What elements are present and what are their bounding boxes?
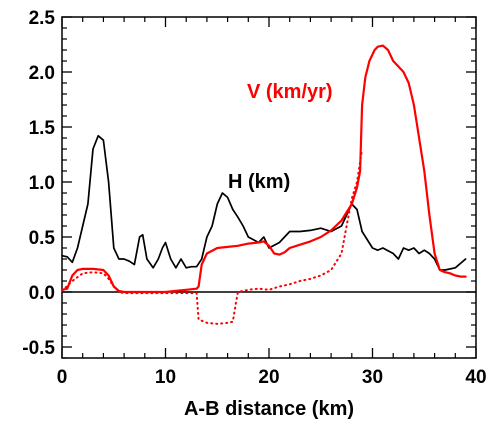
y-tick-label: 2.5 <box>29 8 56 29</box>
h-series-line <box>61 134 467 271</box>
series-lines <box>60 44 467 325</box>
x-tick-label: 40 <box>465 367 486 388</box>
v-series-label: V (km/yr) <box>247 81 333 103</box>
y-tick-label: 2.0 <box>29 63 55 84</box>
x-tick-label: 0 <box>57 367 68 388</box>
y-tick-label: 1.5 <box>29 118 56 139</box>
x-axis-title: A-B distance (km) <box>184 398 354 420</box>
axis-ticks <box>61 16 477 359</box>
x-tick-label: 30 <box>362 367 383 388</box>
y-tick-label: 1.0 <box>29 173 55 194</box>
y-tick-label: 0.0 <box>29 283 55 304</box>
x-tick-label: 10 <box>155 367 176 388</box>
y-tick-label: -0.5 <box>22 338 55 359</box>
x-tick-label: 20 <box>258 367 279 388</box>
y-tick-label: 0.5 <box>29 228 56 249</box>
x-tick-labels: 0 10 20 30 40 <box>57 367 487 388</box>
v-series-line <box>60 44 467 294</box>
h-series-label: H (km) <box>228 171 290 193</box>
v-dotted-series-line <box>61 148 364 325</box>
y-tick-labels: -0.5 0.0 0.5 1.0 1.5 2.0 2.5 <box>22 8 55 359</box>
